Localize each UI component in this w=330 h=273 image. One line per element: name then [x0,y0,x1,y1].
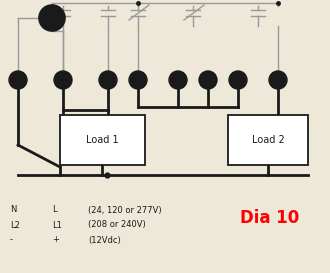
Text: N: N [10,206,16,215]
Text: 6: 6 [236,76,241,85]
Text: 4: 4 [106,76,111,85]
Text: 7: 7 [276,76,280,85]
Text: L1: L1 [52,221,62,230]
Text: (24, 120 or 277V): (24, 120 or 277V) [88,206,162,215]
Text: 3: 3 [136,76,141,85]
Circle shape [229,71,247,89]
Text: (12Vdc): (12Vdc) [88,236,121,245]
Circle shape [54,71,72,89]
Circle shape [129,71,147,89]
Circle shape [199,71,217,89]
Text: 8: 8 [206,76,211,85]
Bar [228,115,308,165]
Text: 2: 2 [61,76,65,85]
Text: Load 1: Load 1 [86,135,119,145]
Circle shape [269,71,287,89]
Circle shape [99,71,117,89]
Bar [60,115,145,165]
Text: (208 or 240V): (208 or 240V) [88,221,146,230]
Circle shape [39,5,65,31]
Text: 1: 1 [16,76,20,85]
Text: 5: 5 [176,76,181,85]
Text: +: + [52,236,59,245]
Text: Dia 10: Dia 10 [240,209,299,227]
Text: L: L [52,206,57,215]
Text: L2: L2 [10,221,20,230]
Text: T: T [49,13,55,23]
Text: Load 2: Load 2 [251,135,284,145]
Circle shape [169,71,187,89]
Circle shape [9,71,27,89]
Text: -: - [10,236,13,245]
